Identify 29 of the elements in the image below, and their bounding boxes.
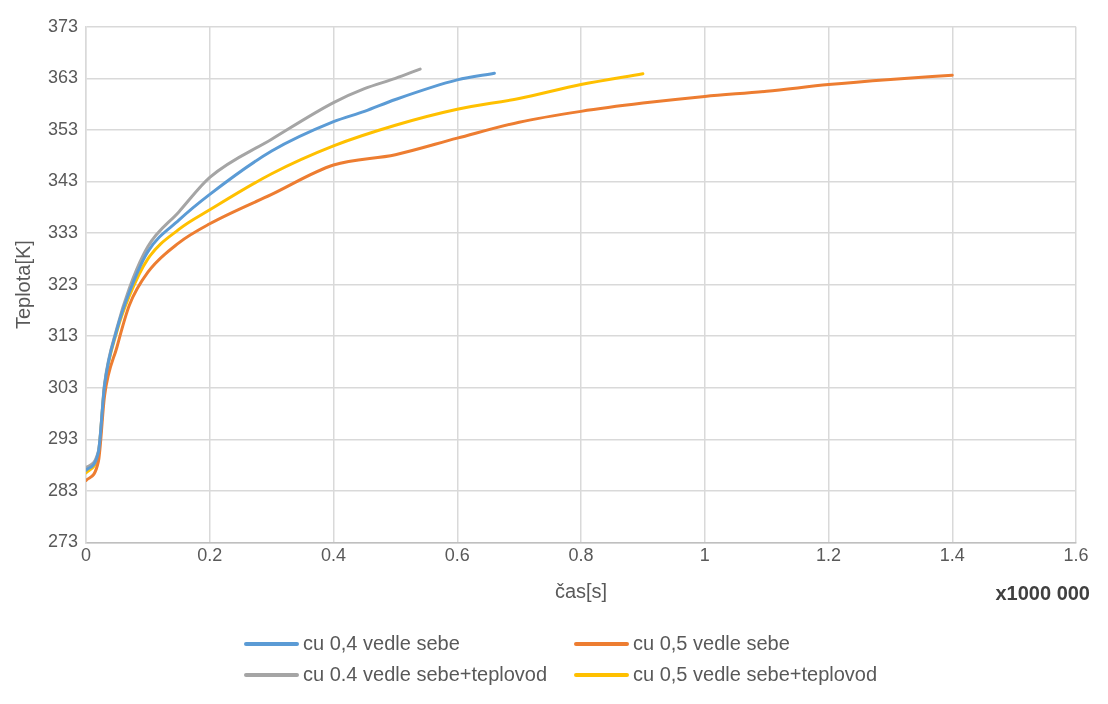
y-tick-label: 353	[47, 118, 79, 139]
x-tick-label: 1.2	[815, 545, 842, 566]
line-series	[86, 71, 496, 472]
y-tick-label: 273	[47, 531, 79, 552]
legend-label: cu 0.4 vedle sebe+teplovod	[303, 663, 548, 686]
y-tick-label: 363	[47, 67, 79, 88]
y-tick-label: 293	[47, 428, 79, 449]
y-tick-label: 283	[47, 479, 79, 500]
x-tick-label: 0.6	[444, 545, 470, 566]
text: x1000 000	[995, 582, 1090, 604]
x-tick-label: 0.2	[197, 545, 223, 566]
x-tick-label: 1	[699, 545, 710, 566]
y-tick-label: 373	[47, 15, 79, 36]
y-tick-label: 303	[47, 376, 79, 397]
x-tick-label: 0.4	[321, 545, 347, 566]
legend-label: cu 0,5 vedle sebe	[633, 632, 790, 655]
x-tick-label: 0.8	[568, 545, 594, 566]
legend-label: cu 0,5 vedle sebe+teplovod	[633, 663, 878, 686]
y-tick-label: 323	[47, 273, 79, 294]
y-axis-title: Teplota[K]	[11, 240, 34, 330]
line-series	[86, 73, 954, 483]
y-tick-label: 313	[47, 325, 79, 346]
legend-label: cu 0,4 vedle sebe	[303, 632, 460, 655]
y-tick-label: 333	[47, 222, 79, 243]
x-tick-label: 0	[81, 545, 92, 566]
x-tick-label: 1.4	[939, 545, 965, 566]
x-tick-label: 1.6	[1063, 545, 1089, 566]
x-axis-title: čas[s]	[554, 579, 608, 602]
y-tick-label: 343	[47, 170, 79, 191]
